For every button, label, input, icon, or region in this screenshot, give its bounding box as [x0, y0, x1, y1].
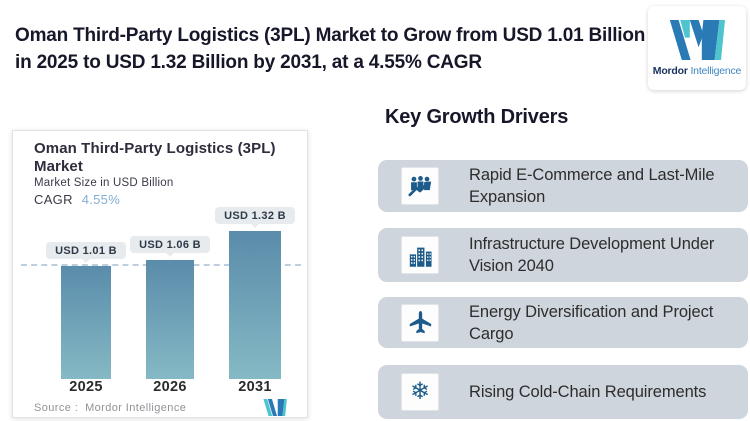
- infrastructure-buildings-icon: [401, 236, 439, 274]
- chart-title-line2: Market: [34, 158, 83, 175]
- snowflake-icon: ❄: [401, 373, 439, 411]
- cagr-label: CAGR: [34, 192, 73, 207]
- x-tick-2025: 2025: [69, 379, 103, 395]
- brand-logo-card: Mordor Intelligence: [648, 6, 746, 90]
- brand-name: Mordor Intelligence: [652, 64, 742, 77]
- airplane-icon: [401, 303, 439, 342]
- cagr-row: CAGR 4.55%: [34, 192, 120, 207]
- source-row: Source : Mordor Intelligence: [34, 399, 288, 416]
- driver-card-infrastructure: Infrastructure Development Under Vision …: [378, 228, 748, 282]
- x-tick-2026: 2026: [153, 379, 187, 395]
- page-title: Oman Third-Party Logistics (3PL) Market …: [15, 25, 646, 73]
- bar-group-2025: USD 1.01 B: [46, 242, 126, 379]
- driver-label: Rising Cold-Chain Requirements: [469, 383, 707, 401]
- market-chart-card: Oman Third-Party Logistics (3PL) Market …: [12, 130, 308, 418]
- bar-2026: [146, 260, 194, 379]
- driver-card-ecommerce: Rapid E-Commerce and Last-Mile Expansion: [378, 160, 748, 212]
- brand-name-secondary: Intelligence: [690, 64, 742, 77]
- source-value: Mordor Intelligence: [85, 401, 187, 414]
- bar-chart-plot: USD 1.01 B USD 1.06 B USD 1.32 B: [21, 201, 301, 379]
- bar-value-label: USD 1.06 B: [130, 236, 210, 253]
- bar-value-label: USD 1.01 B: [46, 242, 126, 259]
- driver-card-energy: Energy Diversification and Project Cargo: [378, 297, 748, 348]
- mordor-logo-small-icon: [262, 399, 288, 416]
- chart-title: Oman Third-Party Logistics (3PL) Market: [34, 140, 284, 176]
- chart-subtitle: Market Size in USD Billion: [34, 177, 174, 189]
- cagr-value: 4.55%: [81, 192, 121, 207]
- drivers-heading: Key Growth Drivers: [385, 106, 569, 128]
- bar-2031: [229, 231, 281, 379]
- x-tick-2031: 2031: [238, 379, 272, 395]
- driver-label: Infrastructure Development Under Vision …: [469, 235, 715, 275]
- chart-title-line1: Oman Third-Party Logistics (3PL): [34, 140, 276, 157]
- driver-label: Energy Diversification and Project Cargo: [469, 302, 714, 343]
- driver-label: Rapid E-Commerce and Last-Mile Expansion: [469, 166, 715, 206]
- bar-group-2026: USD 1.06 B: [130, 236, 210, 379]
- bar-2025: [61, 266, 111, 379]
- x-axis: 2025 2026 2031: [21, 379, 301, 399]
- driver-card-cold-chain: ❄ Rising Cold-Chain Requirements: [378, 365, 748, 419]
- ecommerce-growth-icon: [401, 167, 439, 205]
- brand-name-primary: Mordor: [652, 64, 688, 77]
- bar-group-2031: USD 1.32 B: [215, 207, 295, 379]
- mordor-logo-icon: [669, 19, 725, 60]
- source-label: Source :: [34, 401, 79, 414]
- bar-value-label: USD 1.32 B: [215, 207, 295, 224]
